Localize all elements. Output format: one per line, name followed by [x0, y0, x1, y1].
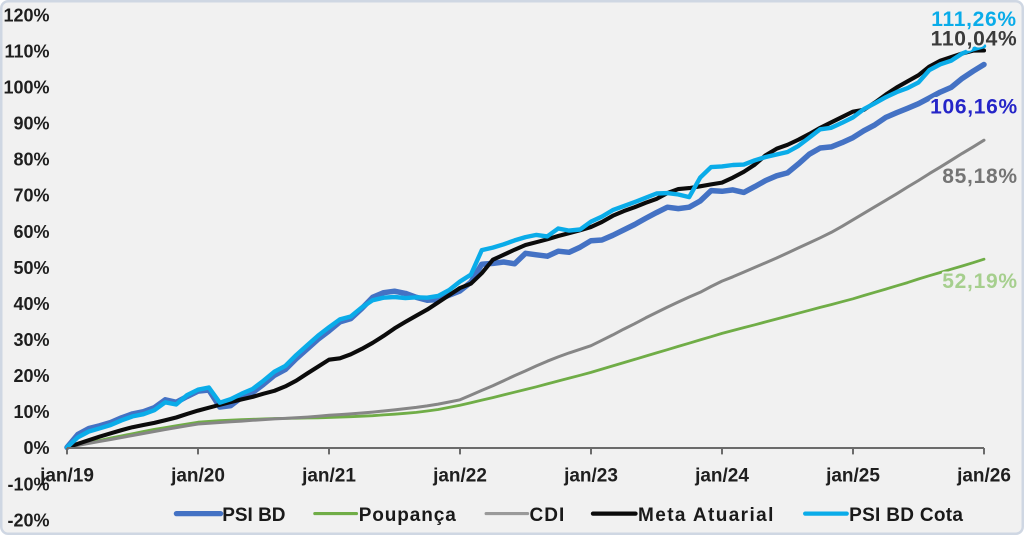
- svg-text:52,19%: 52,19%: [942, 270, 1017, 293]
- svg-text:jan/24: jan/24: [694, 466, 749, 487]
- svg-text:70%: 70%: [13, 186, 49, 206]
- svg-text:jan/26: jan/26: [956, 466, 1011, 487]
- svg-text:CDI: CDI: [530, 505, 566, 526]
- svg-text:50%: 50%: [13, 258, 49, 278]
- svg-text:jan/20: jan/20: [170, 466, 225, 487]
- svg-text:PSI BD Cota: PSI BD Cota: [849, 505, 963, 526]
- svg-text:-10%: -10%: [7, 474, 49, 494]
- svg-text:111,26%: 111,26%: [931, 8, 1017, 31]
- svg-text:85,18%: 85,18%: [942, 165, 1017, 188]
- svg-text:jan/22: jan/22: [432, 466, 487, 487]
- svg-text:10%: 10%: [13, 402, 49, 422]
- svg-text:jan/19: jan/19: [39, 466, 94, 487]
- svg-text:110,04%: 110,04%: [931, 28, 1018, 51]
- svg-text:100%: 100%: [3, 78, 49, 98]
- svg-text:30%: 30%: [13, 330, 49, 350]
- svg-text:Meta Atuarial: Meta Atuarial: [638, 505, 775, 526]
- svg-text:-20%: -20%: [7, 510, 49, 530]
- svg-text:20%: 20%: [13, 366, 49, 386]
- svg-text:120%: 120%: [3, 5, 49, 25]
- svg-text:Poupança: Poupança: [359, 505, 457, 526]
- svg-text:jan/21: jan/21: [301, 466, 356, 487]
- svg-text:90%: 90%: [13, 114, 49, 134]
- svg-text:106,16%: 106,16%: [930, 96, 1018, 119]
- svg-text:110%: 110%: [4, 41, 49, 61]
- svg-text:60%: 60%: [13, 222, 49, 242]
- svg-text:jan/23: jan/23: [563, 466, 618, 487]
- svg-text:80%: 80%: [13, 150, 49, 170]
- svg-text:jan/25: jan/25: [825, 466, 880, 487]
- svg-text:40%: 40%: [13, 294, 49, 314]
- svg-text:PSI BD: PSI BD: [222, 505, 285, 526]
- svg-text:0%: 0%: [23, 438, 49, 458]
